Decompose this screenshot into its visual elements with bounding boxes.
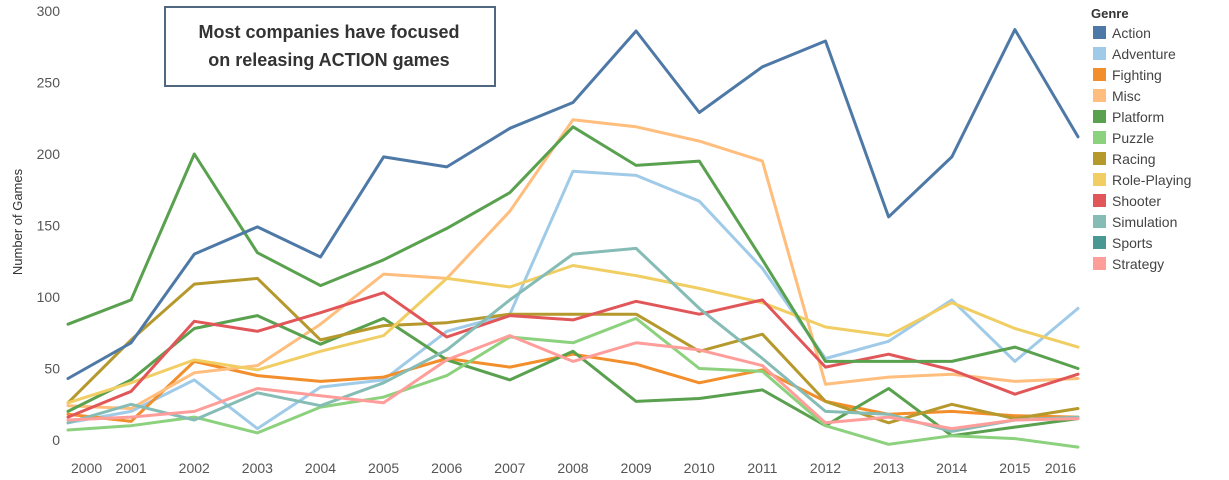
legend-swatch [1093,131,1106,144]
legend-label: Shooter [1112,193,1161,209]
y-tick-label: 0 [52,432,60,448]
legend-swatch [1093,215,1106,228]
y-tick-label: 100 [37,289,61,305]
legend-label: Fighting [1112,67,1162,83]
series-line-fighting [66,352,1080,423]
legend-label: Simulation [1112,214,1177,230]
legend-label: Sports [1112,235,1152,251]
x-tick-label: 2002 [179,460,210,476]
y-tick-label: 300 [37,3,61,19]
y-tick-label: 50 [44,361,60,377]
y-tick-label: 250 [37,75,61,91]
legend-swatch [1093,89,1106,102]
y-axis-ticks: 0 50 100 150 200 250 300 [37,3,61,448]
legend-label: Strategy [1112,256,1164,272]
y-tick-label: 150 [37,218,61,234]
x-tick-label: 2013 [873,460,904,476]
legend-swatch [1093,194,1106,207]
series-line-puzzle [66,316,1080,449]
legend-swatch [1093,26,1106,39]
x-tick-label: 2000 [71,460,102,476]
x-tick-label: 2012 [810,460,841,476]
annotation-box: Most companies have focused on releasing… [164,6,496,87]
legend-label: Platform [1112,109,1164,125]
legend-title: Genre [1091,6,1129,21]
legend-swatch [1093,173,1106,186]
series-line-sports [66,125,1080,370]
x-tick-label: 2010 [684,460,715,476]
y-tick-label: 200 [37,146,61,162]
x-tick-label: 2014 [936,460,967,476]
legend-label: Adventure [1112,46,1176,62]
legend-swatch [1093,236,1106,249]
series-line-platform [66,314,1080,438]
series-line-strategy [66,334,1080,431]
annotation-line-2: on releasing ACTION games [208,50,449,70]
legend-label: Puzzle [1112,130,1154,146]
x-tick-label: 2016 [1045,460,1076,476]
legend-swatch [1093,47,1106,60]
x-tick-label: 2007 [494,460,525,476]
x-tick-label: 2006 [431,460,462,476]
legend-label: Racing [1112,151,1156,167]
annotation-line-1: Most companies have focused [198,22,459,42]
legend-swatch [1093,257,1106,270]
legend-label: Misc [1112,88,1141,104]
x-axis-ticks: 2000 2001 2002 2003 2004 2005 2006 2007 2008 2009… [71,460,1076,476]
legend-swatch [1093,110,1106,123]
y-axis-title: Number of Games [10,168,25,275]
x-tick-label: 2004 [305,460,336,476]
x-tick-label: 2008 [557,460,588,476]
legend: Genre Action Adventure Fighting Misc Platfor… [1091,6,1191,272]
legend-swatch [1093,68,1106,81]
series-line-role-playing [66,264,1080,405]
legend-label: Role-Playing [1112,172,1191,188]
x-tick-label: 2015 [999,460,1030,476]
legend-swatch [1093,152,1106,165]
x-tick-label: 2001 [116,460,147,476]
series-lines [66,28,1080,449]
series-line-simulation [66,246,1080,433]
series-line-action [66,28,1080,380]
x-tick-label: 2003 [242,460,273,476]
x-tick-label: 2011 [747,460,777,476]
series-line-shooter [66,291,1080,419]
series-line-adventure [66,169,1080,431]
series-line-racing [66,276,1080,425]
x-tick-label: 2005 [368,460,399,476]
x-tick-label: 2009 [621,460,652,476]
legend-label: Action [1112,25,1151,41]
